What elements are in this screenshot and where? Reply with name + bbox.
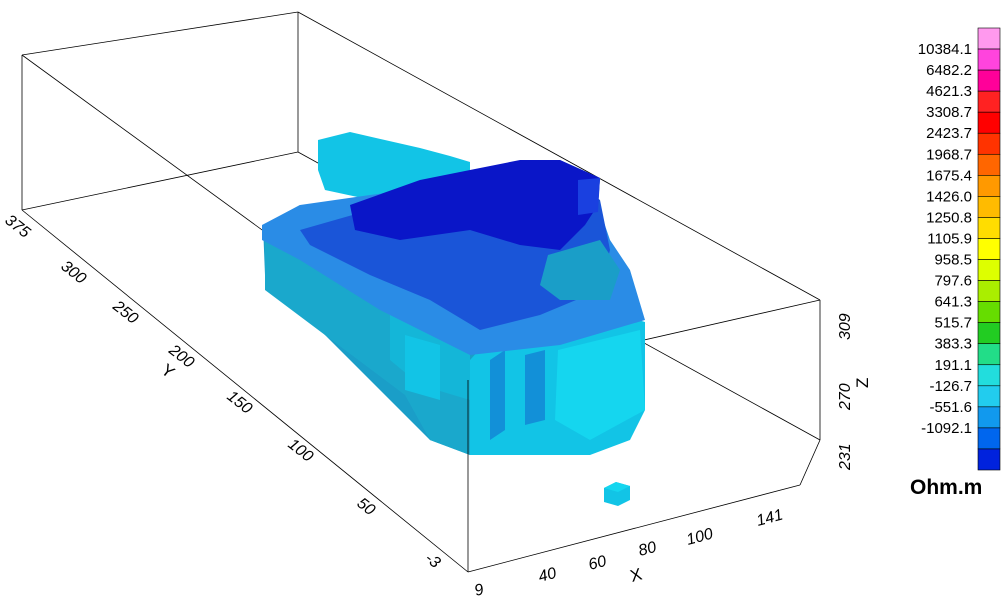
colorbar-label: 1675.4 bbox=[926, 167, 972, 184]
colorbar-swatch bbox=[977, 132, 1001, 155]
z-tick-309: 309 bbox=[837, 313, 854, 340]
colorbar-swatch bbox=[977, 301, 1001, 323]
colorbar-label: -1092.1 bbox=[921, 420, 972, 437]
colorbar-swatch bbox=[977, 217, 1001, 239]
colorbar-label: 641.3 bbox=[934, 294, 972, 311]
colorbar-swatch bbox=[977, 48, 1001, 71]
colorbar-swatch bbox=[977, 259, 1001, 281]
z-axis-ticks: 231 270 309 Z bbox=[837, 313, 872, 471]
colorbar-label: 3308.7 bbox=[926, 104, 972, 121]
box-edge bbox=[21, 11, 299, 56]
colorbar-swatch bbox=[977, 111, 1001, 134]
x-tick-100: 100 bbox=[685, 526, 715, 549]
y-axis-label: Y bbox=[158, 360, 179, 382]
box-edge bbox=[467, 484, 801, 573]
colorbar-label: 383.3 bbox=[934, 336, 972, 353]
voxel-face bbox=[525, 350, 545, 425]
colorbar-label: -551.6 bbox=[929, 399, 972, 416]
voxel-face bbox=[604, 482, 630, 492]
y-tick-250: 250 bbox=[109, 297, 141, 328]
colorbar-label: 1250.8 bbox=[926, 209, 972, 226]
y-tick-150: 150 bbox=[224, 388, 256, 418]
colorbar-label: 1105.9 bbox=[927, 230, 972, 247]
z-axis-label: Z bbox=[853, 378, 872, 388]
colorbar-swatch bbox=[977, 322, 1001, 345]
y-tick-100: 100 bbox=[285, 436, 317, 466]
z-tick-231: 231 bbox=[837, 443, 854, 471]
voxel-face bbox=[350, 160, 600, 250]
box-edge bbox=[799, 439, 821, 486]
voxel-face bbox=[405, 335, 440, 400]
colorbar-swatch bbox=[977, 196, 1001, 218]
colorbar-label: 1426.0 bbox=[926, 188, 972, 205]
colorbar-label: 1968.7 bbox=[926, 146, 972, 163]
voxel-body bbox=[262, 132, 645, 455]
colorbar-label: 515.7 bbox=[934, 315, 972, 332]
colorbar-swatch bbox=[977, 406, 1001, 429]
colorbar-swatch bbox=[977, 238, 1001, 260]
x-tick-141: 141 bbox=[755, 507, 785, 530]
x-tick-80: 80 bbox=[637, 539, 659, 560]
box-edge bbox=[297, 11, 821, 301]
y-tick-300: 300 bbox=[58, 258, 90, 288]
x-tick-9: 9 bbox=[473, 581, 486, 598]
y-tick-375: 375 bbox=[2, 212, 34, 242]
colorbar: 10384.1 6482.2 4621.3 3308.7 2423.7 1968.7 167… bbox=[918, 27, 1001, 471]
y-tick-50: 50 bbox=[354, 495, 379, 519]
colorbar-label: -126.7 bbox=[929, 378, 972, 395]
colorbar-label: 191.1 bbox=[934, 357, 972, 374]
colorbar-label: 797.6 bbox=[934, 273, 972, 290]
colorbar-swatch bbox=[977, 448, 1001, 471]
bounding-box-front bbox=[21, 209, 821, 573]
x-tick-40: 40 bbox=[537, 565, 559, 586]
colorbar-swatch bbox=[977, 385, 1001, 408]
colorbar-unit: Ohm.m bbox=[910, 476, 982, 499]
colorbar-swatch bbox=[977, 364, 1001, 387]
y-tick-neg3: -3 bbox=[422, 550, 444, 572]
voxel-face bbox=[555, 330, 645, 440]
colorbar-label: 2423.7 bbox=[926, 125, 972, 142]
box-edge bbox=[21, 209, 469, 573]
colorbar-label: 4621.3 bbox=[926, 83, 972, 100]
voxel-face bbox=[578, 178, 600, 215]
colorbar-label: 10384.1 bbox=[918, 41, 972, 58]
colorbar-swatch bbox=[977, 343, 1001, 366]
box-edge bbox=[21, 151, 299, 211]
colorbar-swatch bbox=[977, 27, 1001, 50]
colorbar-label: 958.5 bbox=[934, 252, 972, 269]
colorbar-swatch bbox=[977, 427, 1001, 450]
colorbar-swatch bbox=[977, 280, 1001, 302]
x-axis-ticks: 9 40 60 80 100 141 X bbox=[473, 507, 785, 598]
z-tick-270: 270 bbox=[837, 383, 854, 411]
x-tick-60: 60 bbox=[587, 553, 609, 574]
colorbar-swatch bbox=[977, 69, 1001, 92]
colorbar-swatch bbox=[977, 175, 1001, 197]
colorbar-label: 6482.2 bbox=[926, 62, 972, 79]
voxel-face bbox=[490, 350, 505, 440]
colorbar-swatch bbox=[977, 153, 1001, 176]
x-axis-label: X bbox=[628, 565, 644, 586]
colorbar-swatch bbox=[977, 90, 1001, 113]
isolated-voxel bbox=[604, 482, 630, 506]
voxel-face bbox=[540, 240, 620, 300]
